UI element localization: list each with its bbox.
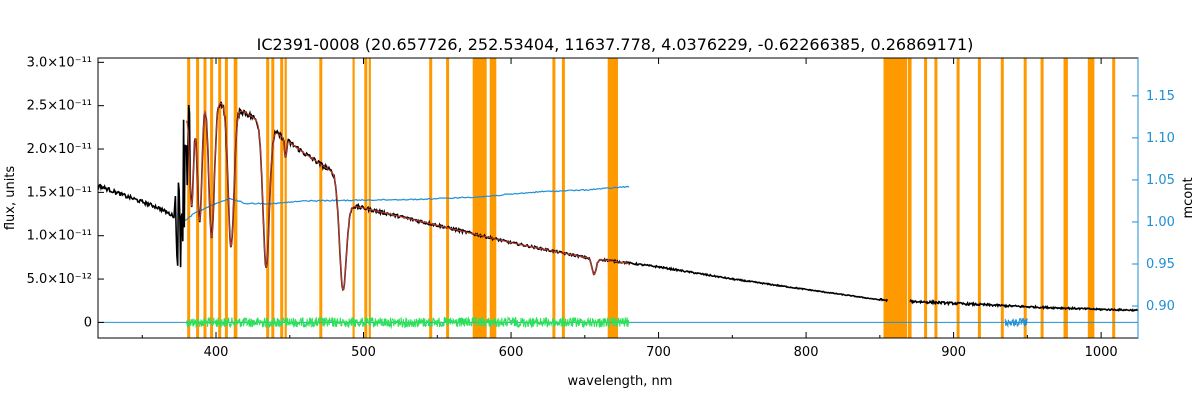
y-tick-label-6: 3.0×10⁻¹¹ [27,55,92,70]
y-right-tick-label-1: 0.95 [1146,257,1175,272]
masked-band-11 [319,58,323,338]
masked-band-10 [284,58,287,338]
y-tick-label-4: 2.0×10⁻¹¹ [27,142,92,157]
masked-band-21 [607,58,618,338]
masked-band-23 [907,58,912,338]
masked-bands [187,58,1116,338]
x-tick-label-0: 400 [204,345,229,360]
residuals-series [186,315,630,330]
y-tick-label-3: 1.5×10⁻¹¹ [27,185,92,200]
masked-band-8 [271,58,275,338]
masked-band-0 [187,58,191,338]
masked-band-15 [429,58,433,338]
x-tick-label-6: 1000 [1085,345,1118,360]
masked-band-20 [561,58,565,338]
model-series [185,102,630,292]
x-axis-title: wavelength, nm [568,374,673,389]
x-tick-label-2: 600 [499,345,524,360]
masked-band-31 [1063,58,1068,338]
y-right-tick-label-4: 1.10 [1146,131,1175,146]
y-tick-label-0: 0 [84,315,92,330]
y-tick-label-5: 2.5×10⁻¹¹ [27,99,92,114]
masked-band-12 [352,58,355,338]
masked-band-24 [924,58,928,338]
masked-band-14 [368,58,371,338]
axes: 400 500 600 700 800 900 1000 0 5.0×10⁻¹² 1.0×10⁻¹… [27,55,1175,360]
masked-band-26 [956,58,960,338]
x-tick-label-5: 900 [941,345,966,360]
masked-band-28 [1000,58,1004,338]
y-right-tick-label-3: 1.05 [1146,173,1175,188]
masked-band-2 [203,58,207,338]
y-right-tick-label-5: 1.15 [1146,89,1175,104]
y-tick-label-1: 5.0×10⁻¹² [27,272,92,287]
x-tick-label-3: 700 [646,345,671,360]
ir-noise-series [1004,317,1028,328]
y-tick-label-2: 1.0×10⁻¹¹ [27,229,92,244]
masked-band-19 [552,58,556,338]
masked-band-3 [210,58,214,338]
y-right-axis-title: mcont [1181,177,1196,218]
masked-band-29 [1023,58,1027,338]
chart-title: IC2391-0008 (20.657726, 252.53404, 11637… [257,35,974,54]
masked-band-22 [883,58,908,338]
masked-band-18 [489,58,497,338]
x-tick-label-4: 800 [794,345,819,360]
y-axis-title: flux, units [3,166,18,231]
series-group [97,101,1139,330]
x-tick-label-1: 500 [351,345,376,360]
masked-band-5 [224,58,228,338]
masked-band-4 [218,58,222,338]
masked-band-30 [1040,58,1044,338]
masked-band-25 [934,58,938,338]
masked-band-9 [280,58,284,338]
masked-band-17 [472,58,487,338]
mcont-series [183,185,630,223]
masked-band-33 [1112,58,1116,338]
masked-band-7 [266,58,270,338]
masked-band-13 [364,58,368,338]
masked-band-27 [977,58,981,338]
masked-band-6 [233,58,238,338]
y-right-tick-label-0: 0.90 [1146,299,1175,314]
y-right-tick-label-2: 1.00 [1146,215,1175,230]
masked-band-32 [1087,58,1095,338]
